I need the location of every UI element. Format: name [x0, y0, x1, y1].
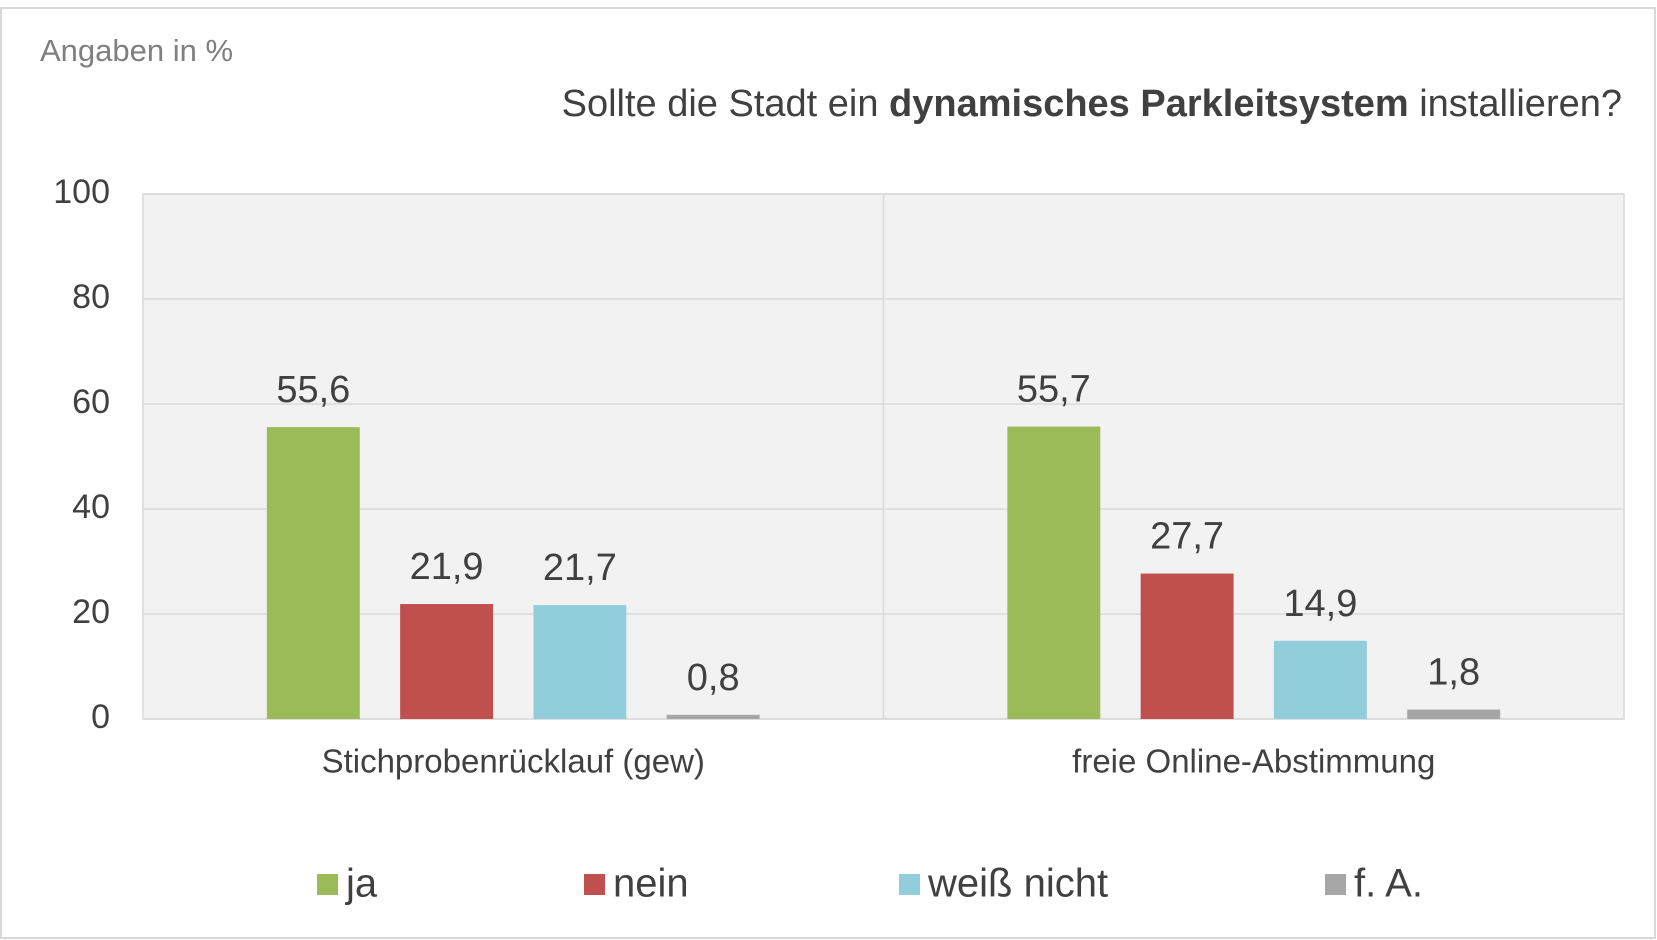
data-label: 55,7 [1017, 369, 1091, 411]
data-label: 14,9 [1283, 583, 1357, 625]
legend-label: ja [345, 862, 378, 906]
chart-subtitle: Angaben in % [40, 33, 233, 68]
legend-label: nein [613, 862, 689, 906]
bar [400, 604, 494, 719]
legend-label: weiß nicht [927, 862, 1108, 906]
y-tick-label: 40 [72, 488, 110, 526]
legend-swatch [1325, 874, 1346, 895]
data-label: 1,8 [1427, 652, 1480, 694]
y-tick-label: 80 [72, 278, 110, 316]
data-label: 21,9 [410, 546, 484, 588]
bar [1140, 573, 1234, 719]
data-label: 55,6 [276, 369, 350, 411]
bar [1007, 426, 1101, 719]
legend-swatch [584, 874, 605, 895]
y-tick-label: 0 [91, 698, 110, 736]
x-tick-label: freie Online-Abstimmung [1072, 743, 1435, 780]
legend-swatch [317, 874, 338, 895]
data-label: 27,7 [1150, 516, 1224, 558]
y-tick-label: 20 [72, 593, 110, 631]
bar [1407, 709, 1501, 719]
chart-title: Sollte die Stadt ein dynamisches Parklei… [562, 83, 1622, 125]
y-tick-label: 60 [72, 383, 110, 421]
x-tick-label: Stichprobenrücklauf (gew) [322, 743, 705, 780]
data-label: 0,8 [687, 657, 740, 699]
plot-border [142, 193, 1625, 720]
legend-swatch [899, 874, 920, 895]
y-tick-label: 100 [53, 173, 110, 211]
title-part: installieren? [1409, 83, 1622, 125]
data-label: 21,7 [543, 547, 617, 589]
bar [1273, 640, 1367, 719]
legend-label: f. A. [1354, 862, 1423, 906]
title-part: dynamisches Parkleitsystem [889, 83, 1409, 125]
title-part: Sollte die Stadt ein [562, 83, 889, 125]
bar [266, 427, 360, 719]
bar [666, 714, 760, 719]
bar [533, 605, 627, 719]
